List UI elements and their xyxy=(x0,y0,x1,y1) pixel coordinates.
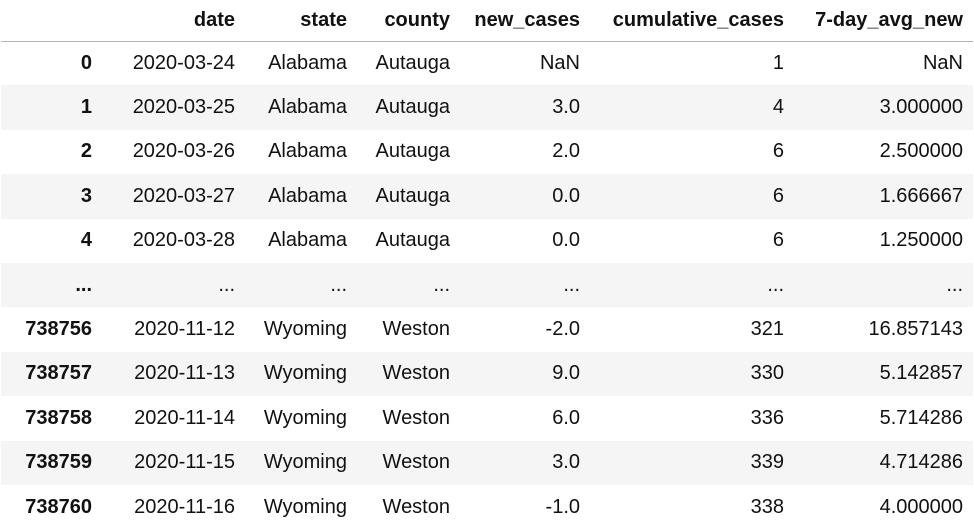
row-index: 1 xyxy=(80,96,92,119)
state-cell: Wyoming xyxy=(263,451,347,474)
column-header-7-day-avg-new: 7-day_avg_new xyxy=(794,0,973,42)
date-cell: 2020-03-27 xyxy=(132,184,235,207)
cumulative-cases-cell: 1 xyxy=(772,51,784,74)
date-cell: 2020-11-13 xyxy=(134,362,235,385)
state-cell: Wyoming xyxy=(263,495,347,518)
state-cell: Alabama xyxy=(268,51,347,74)
table-row: 738758 2020-11-14 Wyoming Weston 6.0 336 5.714… xyxy=(1,396,973,440)
cumulative-cases-cell: 6 xyxy=(772,140,784,163)
date-cell: 2020-03-24 xyxy=(132,51,235,74)
new-cases-cell: 2.0 xyxy=(552,140,580,163)
column-header-state: state xyxy=(245,0,357,42)
cumulative-cases-cell: 6 xyxy=(772,184,784,207)
7-day-avg-new-cell: 5.714286 xyxy=(879,406,963,429)
row-index: 738757 xyxy=(25,362,92,385)
row-index: 0 xyxy=(80,51,92,74)
new-cases-cell: 6.0 xyxy=(552,406,580,429)
state-cell: Wyoming xyxy=(263,318,347,341)
date-cell: ... xyxy=(218,273,235,296)
date-cell: 2020-03-28 xyxy=(132,229,235,252)
column-header-date: date xyxy=(102,0,245,42)
new-cases-cell: 3.0 xyxy=(552,451,580,474)
date-cell: 2020-11-12 xyxy=(134,318,235,341)
new-cases-cell: 3.0 xyxy=(552,96,580,119)
county-cell: ... xyxy=(433,273,450,296)
7-day-avg-new-cell: 1.250000 xyxy=(879,229,963,252)
county-cell: Autauga xyxy=(375,184,450,207)
cumulative-cases-cell: 336 xyxy=(750,406,784,429)
table-row: 4 2020-03-28 Alabama Autauga 0.0 6 1.250000 xyxy=(1,219,973,263)
cumulative-cases-cell: 4 xyxy=(772,96,784,119)
date-cell: 2020-11-14 xyxy=(134,406,235,429)
table-row: 738759 2020-11-15 Wyoming Weston 3.0 339 4.714… xyxy=(1,440,973,485)
new-cases-cell: -2.0 xyxy=(545,318,580,341)
date-cell: 2020-03-26 xyxy=(132,140,235,163)
row-index: 738756 xyxy=(25,318,92,341)
table-header: date state county new_cases cumulative_c… xyxy=(1,0,973,42)
date-cell: 2020-11-16 xyxy=(134,495,235,518)
7-day-avg-new-cell: 4.000000 xyxy=(879,495,963,518)
7-day-avg-new-cell: 1.666667 xyxy=(879,184,963,207)
county-cell: Weston xyxy=(382,451,450,474)
row-index: ... xyxy=(75,273,92,296)
county-cell: Autauga xyxy=(375,96,450,119)
table-row: 0 2020-03-24 Alabama Autauga NaN 1 NaN xyxy=(1,41,973,85)
county-cell: Autauga xyxy=(375,140,450,163)
county-cell: Weston xyxy=(382,318,450,341)
county-cell: Autauga xyxy=(375,51,450,74)
row-index: 738759 xyxy=(25,451,92,474)
cumulative-cases-cell: ... xyxy=(767,273,784,296)
table-row: 1 2020-03-25 Alabama Autauga 3.0 4 3.000000 xyxy=(1,85,973,130)
row-index: 4 xyxy=(80,229,92,252)
table-row: 738757 2020-11-13 Wyoming Weston 9.0 330 5.142… xyxy=(1,351,973,397)
state-cell: Alabama xyxy=(268,184,347,207)
table-row: ..................... xyxy=(1,262,973,308)
7-day-avg-new-cell: 2.500000 xyxy=(879,140,963,163)
new-cases-cell: 0.0 xyxy=(552,229,580,252)
state-cell: Alabama xyxy=(268,229,347,252)
column-header-county: county xyxy=(357,0,460,42)
row-index: 738760 xyxy=(25,495,92,518)
column-header-cumulative-cases: cumulative_cases xyxy=(590,0,794,42)
cumulative-cases-cell: 321 xyxy=(750,318,784,341)
7-day-avg-new-cell: 5.142857 xyxy=(879,362,963,385)
table-row: 3 2020-03-27 Alabama Autauga 0.0 6 1.666667 xyxy=(1,174,973,219)
county-cell: Weston xyxy=(382,362,450,385)
state-cell: Alabama xyxy=(268,96,347,119)
state-cell: Alabama xyxy=(268,140,347,163)
county-cell: Weston xyxy=(382,495,450,518)
7-day-avg-new-cell: ... xyxy=(946,273,963,296)
cumulative-cases-cell: 339 xyxy=(750,451,784,474)
index-header xyxy=(1,0,102,42)
new-cases-cell: ... xyxy=(563,273,580,296)
date-cell: 2020-03-25 xyxy=(132,96,235,119)
7-day-avg-new-cell: 3.000000 xyxy=(879,96,963,119)
table-row: 2 2020-03-26 Alabama Autauga 2.0 6 2.500000 xyxy=(1,130,973,174)
state-cell: Wyoming xyxy=(263,406,347,429)
new-cases-cell: 9.0 xyxy=(552,362,580,385)
state-cell: ... xyxy=(330,273,347,296)
county-cell: Autauga xyxy=(375,229,450,252)
new-cases-cell: 0.0 xyxy=(552,184,580,207)
table-body: 0 2020-03-24 Alabama Autauga NaN 1 NaN 1 2020-03… xyxy=(1,41,973,529)
cumulative-cases-cell: 338 xyxy=(750,495,784,518)
county-cell: Weston xyxy=(382,406,450,429)
date-cell: 2020-11-15 xyxy=(134,451,235,474)
new-cases-cell: NaN xyxy=(539,51,580,74)
row-index: 2 xyxy=(80,140,92,163)
table-row: 738756 2020-11-12 Wyoming Weston -2.0 321 16.8… xyxy=(1,307,973,351)
row-index: 3 xyxy=(80,184,92,207)
7-day-avg-new-cell: 4.714286 xyxy=(879,451,963,474)
row-index: 738758 xyxy=(25,406,92,429)
state-cell: Wyoming xyxy=(263,362,347,385)
cumulative-cases-cell: 330 xyxy=(750,362,784,385)
header-row: date state county new_cases cumulative_c… xyxy=(1,0,973,42)
table-row: 738760 2020-11-16 Wyoming Weston -1.0 338 4.00… xyxy=(1,485,973,529)
new-cases-cell: -1.0 xyxy=(545,495,580,518)
cumulative-cases-cell: 6 xyxy=(772,229,784,252)
column-header-new-cases: new_cases xyxy=(460,0,590,42)
7-day-avg-new-cell: NaN xyxy=(922,51,963,74)
7-day-avg-new-cell: 16.857143 xyxy=(868,318,963,341)
